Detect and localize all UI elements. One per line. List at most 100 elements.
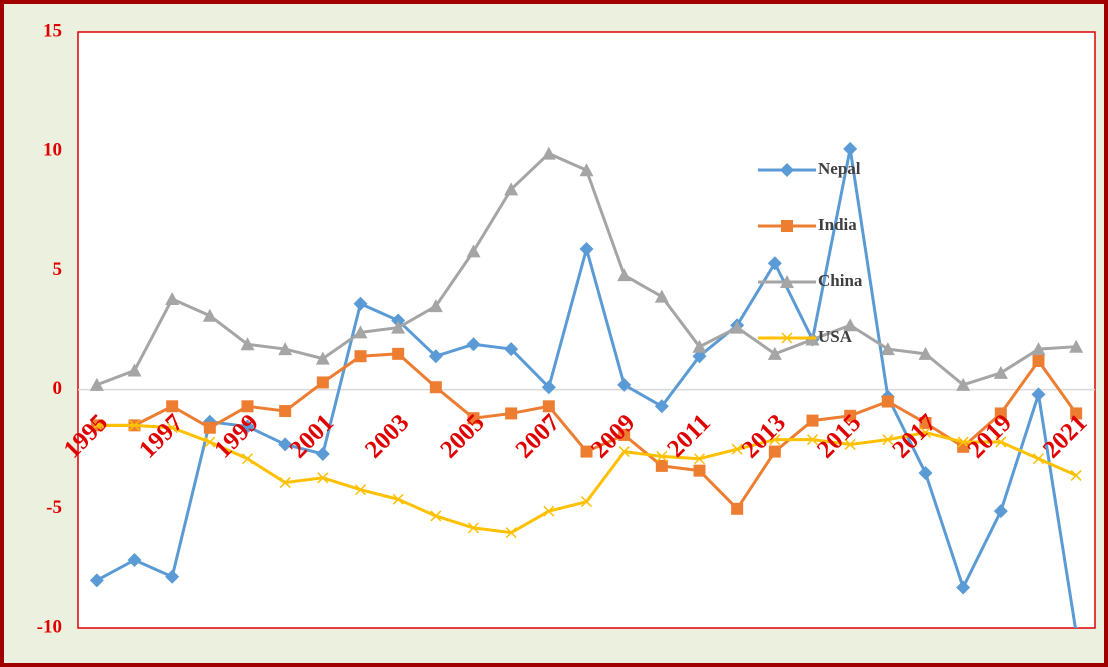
point <box>654 289 669 303</box>
y-tick-label: 15 <box>43 20 62 41</box>
point <box>843 318 858 332</box>
point <box>504 182 519 196</box>
point <box>392 493 404 505</box>
point <box>843 141 858 156</box>
point <box>618 446 630 458</box>
point <box>781 220 793 232</box>
point <box>278 437 293 452</box>
point <box>693 453 706 465</box>
point <box>1070 407 1083 420</box>
point <box>618 428 631 441</box>
point <box>957 440 970 453</box>
point <box>505 407 518 420</box>
point <box>880 342 895 356</box>
point <box>430 510 442 522</box>
point <box>806 414 819 427</box>
y-tick-label: -5 <box>46 497 62 518</box>
point <box>353 296 368 311</box>
point <box>580 445 593 458</box>
point <box>731 502 744 515</box>
point <box>655 459 668 472</box>
point <box>769 434 781 446</box>
point <box>353 325 368 339</box>
point <box>656 450 668 462</box>
point <box>731 443 743 455</box>
point <box>89 573 104 588</box>
point <box>241 453 254 465</box>
point <box>354 350 367 363</box>
point <box>467 522 480 534</box>
point <box>278 342 293 356</box>
point <box>166 400 179 413</box>
y-tick-label: 10 <box>43 140 62 161</box>
point <box>316 376 329 389</box>
point <box>202 308 217 322</box>
point <box>505 527 517 539</box>
point <box>279 477 291 489</box>
point <box>1032 453 1045 465</box>
point <box>580 496 593 508</box>
point <box>654 399 669 414</box>
point <box>881 395 894 408</box>
point <box>166 422 178 434</box>
point <box>128 419 141 431</box>
point <box>204 436 216 448</box>
point <box>730 320 745 334</box>
point <box>781 332 793 344</box>
point <box>993 365 1008 379</box>
point <box>956 377 971 391</box>
point <box>317 472 329 484</box>
y-tick-label: 0 <box>53 378 63 399</box>
point <box>767 256 782 271</box>
point <box>617 268 632 282</box>
point <box>806 434 819 446</box>
point <box>466 244 481 258</box>
point <box>315 446 330 461</box>
point <box>127 363 142 377</box>
point <box>391 320 406 334</box>
point <box>956 580 971 595</box>
y-tick-label: -10 <box>37 616 62 637</box>
point <box>1031 342 1046 356</box>
point <box>392 347 405 360</box>
point <box>1032 354 1045 367</box>
point <box>768 445 781 458</box>
point <box>1070 469 1082 481</box>
point <box>279 405 292 418</box>
plot-series <box>89 141 1084 628</box>
point <box>579 241 594 256</box>
point <box>165 292 180 306</box>
point <box>995 436 1007 448</box>
legend-label: China <box>818 271 863 290</box>
point <box>919 416 932 429</box>
point <box>542 400 555 413</box>
point <box>466 337 481 352</box>
point <box>780 275 794 288</box>
point <box>429 381 442 394</box>
legend-label: Nepal <box>818 159 861 178</box>
point <box>844 409 857 422</box>
point <box>882 434 894 446</box>
point <box>692 339 707 353</box>
point <box>993 504 1008 519</box>
point <box>692 349 707 364</box>
point <box>240 337 255 351</box>
point <box>780 163 794 177</box>
point <box>240 419 255 434</box>
point <box>543 505 555 517</box>
point <box>315 351 330 365</box>
point <box>89 377 104 391</box>
point <box>541 146 556 160</box>
point <box>504 342 519 357</box>
y-tick-label: 5 <box>53 259 63 280</box>
point <box>467 412 480 425</box>
legend-label: USA <box>818 327 853 346</box>
point <box>844 438 856 450</box>
point <box>579 163 594 177</box>
point <box>203 421 216 434</box>
point <box>767 346 782 360</box>
point <box>165 569 180 584</box>
point <box>957 436 969 448</box>
point <box>428 349 443 364</box>
